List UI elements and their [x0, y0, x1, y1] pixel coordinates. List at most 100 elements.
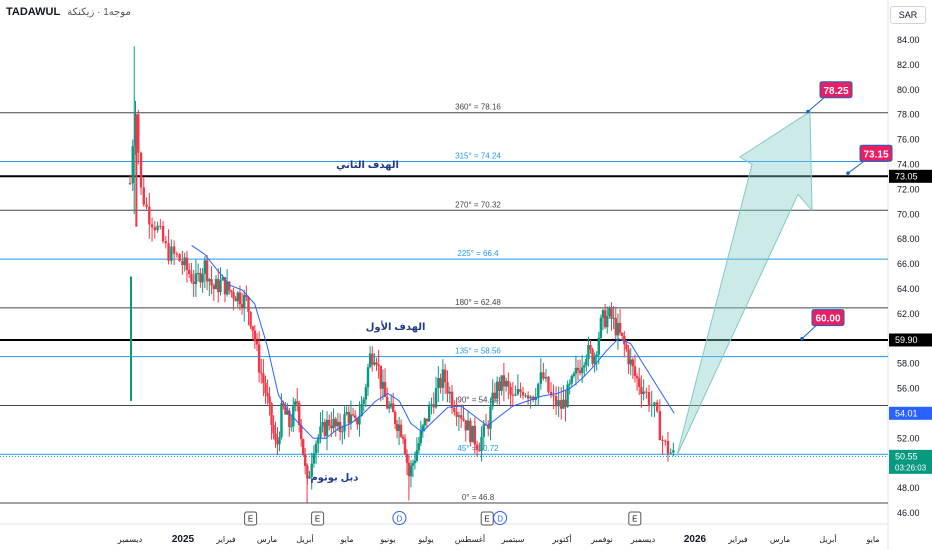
- candle-body: [247, 296, 250, 313]
- candle-body: [190, 273, 193, 282]
- fib-label: 225° = 66.4: [457, 249, 499, 258]
- x-tick-label: مارس: [257, 535, 277, 544]
- candle-body: [650, 404, 653, 406]
- candle-body: [330, 425, 333, 429]
- candle-body: [377, 364, 380, 366]
- moving-average-line: [191, 244, 675, 439]
- candle-body: [260, 372, 263, 374]
- annotation-label: دبل بوتوم: [310, 473, 358, 484]
- candle-body: [521, 392, 525, 396]
- candle-body: [159, 225, 162, 227]
- target-badge: [811, 309, 845, 327]
- candle-body: [354, 415, 357, 419]
- candle-body: [397, 424, 401, 431]
- candle-body: [156, 225, 159, 231]
- candle-body: [128, 183, 132, 185]
- target-point: [800, 336, 804, 341]
- candle-body: [491, 392, 494, 407]
- target-badge: [819, 81, 853, 99]
- target-point: [806, 109, 810, 114]
- candle-body: [487, 425, 490, 429]
- candle-body: [310, 463, 313, 477]
- x-axis: ديسمبر 2025 فبراير مارس أبريل مايو يونيو يوليو أ…: [0, 523, 888, 545]
- candle-body: [314, 443, 318, 454]
- candle-body: [232, 292, 235, 299]
- candle-body: [405, 453, 409, 463]
- candle-body: [642, 391, 645, 395]
- y-tick-label: 56.00: [897, 384, 920, 394]
- candle-body: [542, 372, 545, 379]
- x-tick-label: ديسمبر: [630, 535, 656, 544]
- candle-body: [576, 367, 580, 371]
- candle-body: [366, 367, 370, 388]
- candle-body: [455, 411, 458, 417]
- price-badge-label: 54.01: [895, 408, 918, 418]
- candle-body: [150, 224, 154, 228]
- candle-body: [625, 344, 628, 350]
- candle-body: [351, 414, 355, 416]
- candle-body: [234, 298, 237, 302]
- candle-body: [148, 206, 151, 225]
- earnings-marker: [628, 511, 642, 526]
- candle-body: [524, 395, 527, 397]
- candle-body: [286, 410, 289, 415]
- candle-body: [403, 438, 407, 454]
- fib-label: 180° = 62.48: [455, 298, 501, 307]
- price-badge: [889, 406, 932, 420]
- candle-body: [464, 420, 467, 431]
- fib-label: 45° = 50.72: [457, 444, 499, 453]
- candle-body: [509, 386, 512, 395]
- candle-body: [270, 403, 273, 425]
- candle-body: [446, 382, 449, 394]
- candle-body: [516, 389, 520, 395]
- target-point: [846, 171, 850, 175]
- candle-body: [638, 378, 641, 387]
- candle-body: [153, 227, 157, 231]
- event-letter: D: [497, 515, 503, 524]
- candle-body: [185, 257, 189, 270]
- x-tick-label: نوفمبر: [590, 535, 613, 544]
- x-tick-label: فبراير: [727, 535, 748, 544]
- candle-body: [498, 381, 501, 391]
- candle-body: [399, 424, 403, 437]
- candle-body: [557, 400, 560, 407]
- candle-body: [595, 354, 598, 357]
- candle-body: [276, 440, 279, 445]
- candle-body: [631, 359, 635, 367]
- candle-body: [251, 326, 254, 331]
- currency-button[interactable]: SAR: [890, 6, 926, 24]
- candle-body: [388, 406, 391, 409]
- candle-body: [145, 204, 148, 207]
- candle-body: [574, 367, 578, 374]
- candle-body: [296, 401, 299, 404]
- moving-average: [191, 244, 675, 439]
- y-tick-label: 76.00: [897, 135, 920, 145]
- event-letter: E: [632, 515, 637, 524]
- candle-body: [441, 369, 445, 388]
- candle-body: [225, 281, 229, 295]
- candle-body: [142, 187, 145, 205]
- candle-body: [183, 257, 186, 266]
- candle-body: [616, 322, 620, 336]
- candle-body: [262, 373, 265, 384]
- candle-body: [203, 260, 207, 274]
- candle-body: [338, 421, 342, 433]
- candle-body: [519, 389, 522, 393]
- candle-body: [294, 401, 297, 407]
- candle-body: [658, 411, 662, 441]
- axis-badges: 73.05 59.90 54.01 50.55 03:26:03: [889, 169, 932, 474]
- y-tick-label: 84.00: [897, 35, 920, 45]
- candle-body: [539, 372, 543, 384]
- candle-body: [381, 381, 385, 389]
- candle-body: [192, 281, 195, 285]
- candle-body: [199, 272, 202, 283]
- candle-body: [393, 412, 397, 424]
- candle-body: [443, 369, 447, 383]
- candle-body: [360, 404, 363, 416]
- dividend-marker: [392, 511, 407, 525]
- candle-body: [661, 440, 664, 442]
- candle-body: [547, 376, 550, 392]
- candle-body: [395, 423, 399, 431]
